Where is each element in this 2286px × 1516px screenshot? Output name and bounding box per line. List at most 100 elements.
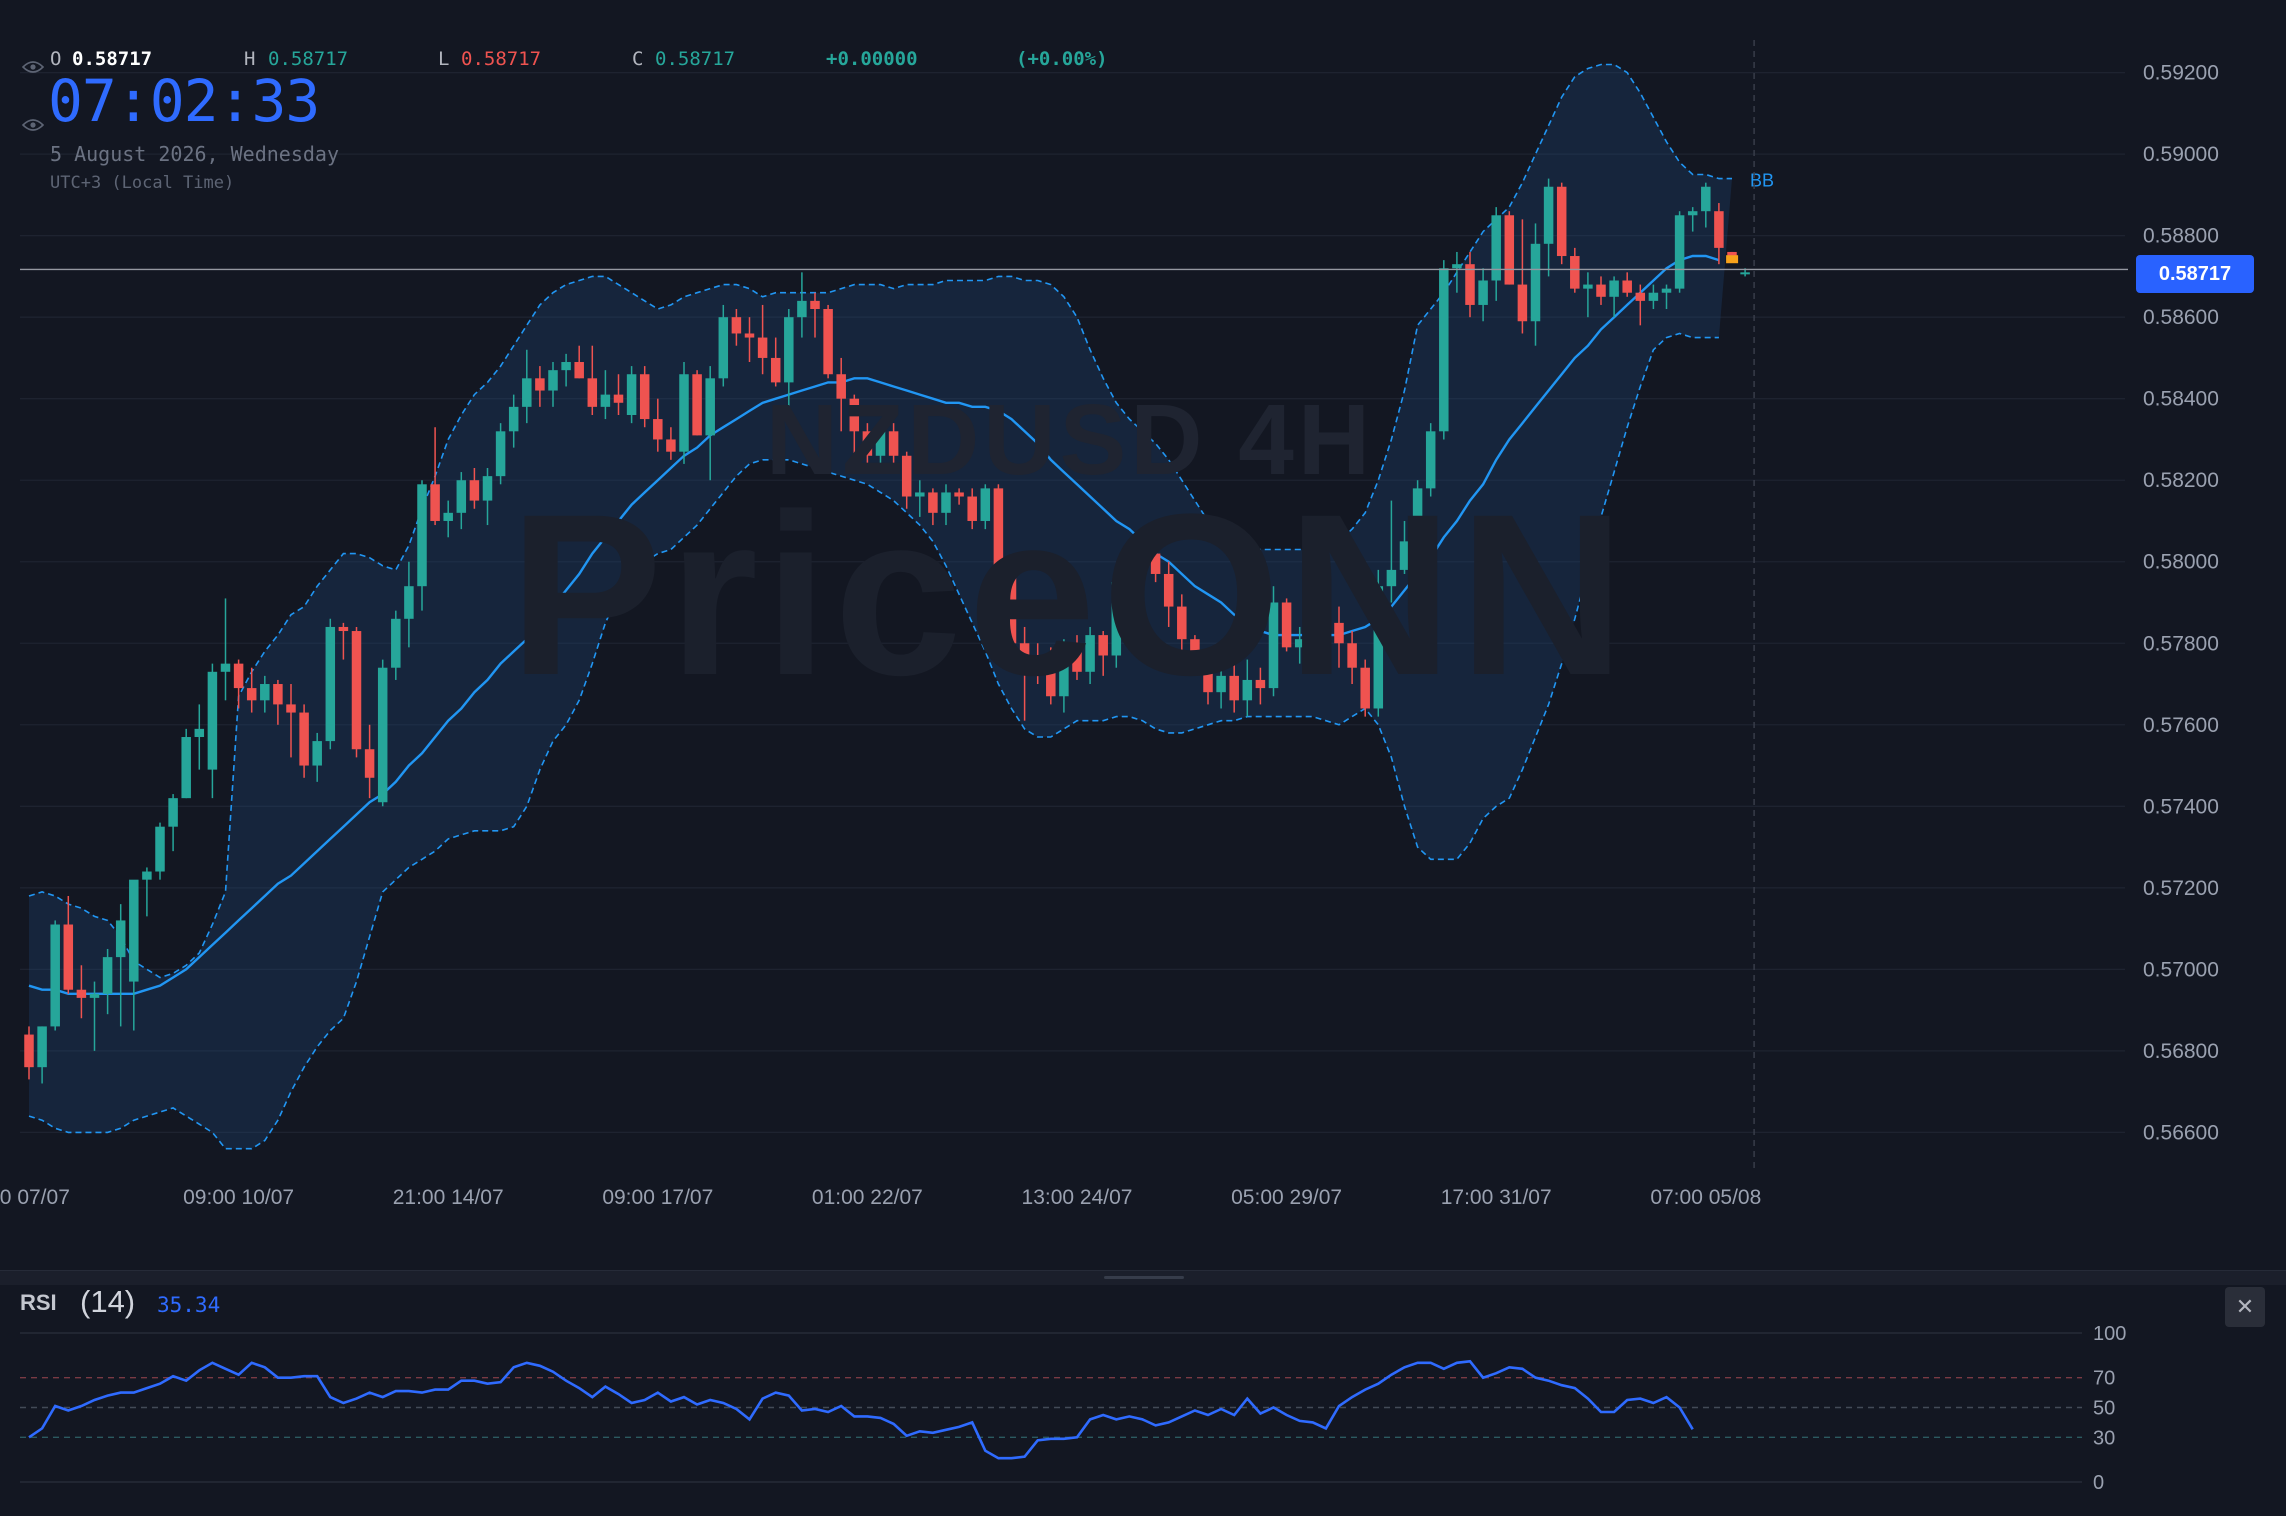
candle-body [469,480,480,501]
candle-body [862,431,873,456]
candle [1059,639,1069,713]
candle [613,374,624,415]
candle-body [1504,215,1515,285]
candle-body [993,488,1004,570]
candle-body [482,476,493,501]
open-label: O [50,48,62,70]
candle-body [1268,602,1279,689]
candle [784,309,794,415]
candle-body [797,300,807,318]
candle-body [1150,553,1161,574]
candle-body [495,431,506,477]
price-tick-label: 0.58800 [2143,225,2219,248]
low-label: L [438,48,450,70]
candle [1478,268,1488,322]
price-tick-label: 0.58600 [2143,306,2219,329]
candle-body [1674,215,1685,289]
candle [1190,635,1200,676]
candle-body [89,993,100,998]
candle [351,626,362,758]
rsi-line [28,1359,1694,1460]
candle [364,724,375,799]
eye-icon[interactable] [22,118,44,132]
price-tick-label: 0.57000 [2143,958,2219,981]
candle-body [1046,671,1056,697]
rsi-title: RSI [20,1290,57,1315]
candle [155,822,165,880]
candle-body [980,488,991,521]
candle [666,427,676,460]
candle [1216,667,1226,709]
candle-body [1111,582,1122,656]
candle [1032,643,1043,685]
candle-body [37,1026,47,1068]
candle [1347,631,1357,685]
candle-body [1439,268,1449,432]
rsi-period: (14) [80,1284,136,1319]
eye-icon[interactable] [22,60,44,74]
candle-body [744,333,755,338]
candle-body [1386,569,1397,587]
bb-fill [29,64,1732,1149]
candle [1570,247,1580,293]
candle [76,965,87,1019]
candle [1399,520,1410,574]
change-value: +0.00000 [826,48,918,70]
candle-body [1635,292,1646,301]
rsi-tick-label: 70 [2093,1368,2115,1390]
candle [102,948,113,1015]
candle [260,675,270,713]
rsi-pane: 100 70 50 30 0 [20,1323,2126,1494]
candle-body [587,378,598,407]
candle-body [1596,284,1606,297]
open-value: 0.58717 [72,48,153,70]
candle [561,353,571,387]
candle [404,561,414,648]
candle [194,704,205,770]
candle-body [115,920,126,958]
candle [1242,659,1253,717]
candle [1334,606,1344,668]
candle-body [888,431,899,456]
candle-body [1177,606,1187,640]
candle-body [679,374,689,452]
price-tick-label: 0.57400 [2143,795,2219,818]
candle [1177,594,1187,652]
candle [1255,667,1266,705]
candle [168,794,178,852]
candle-body [1124,561,1135,583]
candle-body [142,871,152,880]
candle [63,895,74,994]
price-tick-label: 0.59000 [2143,143,2219,166]
candle [705,366,715,481]
candle-body [1583,284,1593,289]
candle-body [391,618,401,668]
candle-body [1478,280,1488,305]
candle-body [1229,675,1239,701]
candle-body [1517,284,1528,322]
close-label: C [632,48,644,70]
candle [391,610,401,680]
rsi-value: 35.34 [157,1293,221,1317]
candle-body [1242,679,1253,701]
price-axis: 0.59200 0.59000 0.58800 0.58600 0.58400 0.582… [2143,62,2219,1145]
candle-body [548,370,558,391]
candle [181,728,191,799]
candle [377,659,388,807]
candle-body [1556,186,1567,257]
candle-body [430,484,440,521]
candle [1635,284,1646,326]
candle [1701,182,1711,228]
candle [1465,251,1475,318]
pane-resize-handle[interactable] [1104,1276,1184,1279]
candle-body [1399,541,1410,570]
candle-body [1425,431,1436,489]
candle-body [273,684,283,705]
candle [600,370,611,420]
close-rsi-button[interactable]: ✕ [2225,1287,2265,1327]
candle-body [784,317,794,383]
candle-body [338,626,349,632]
candle [928,488,938,526]
candle [207,663,218,799]
